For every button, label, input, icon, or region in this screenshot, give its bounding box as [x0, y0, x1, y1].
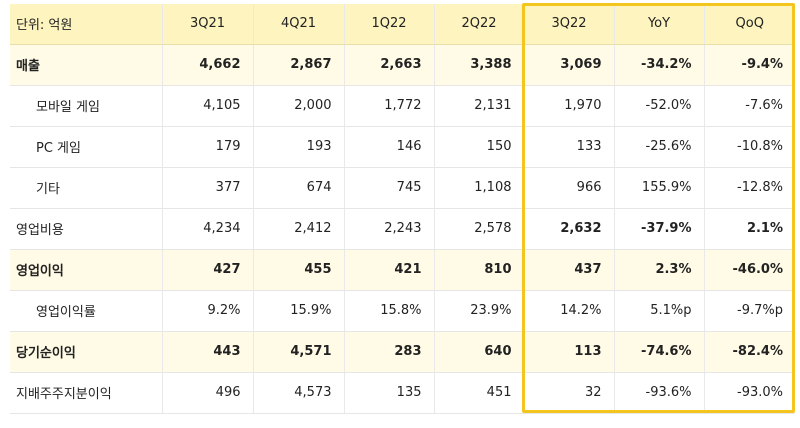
table-cell: 427 [162, 249, 254, 291]
table-cell: 4,662 [162, 44, 254, 86]
table-cell: 150 [434, 126, 525, 168]
table-cell: 5.1%p [614, 290, 705, 332]
table-cell: -9.4% [704, 44, 795, 86]
table-cell: -93.6% [614, 372, 705, 414]
table-row-net-income: 당기순이익 443 4,571 283 640 113 -74.6% -82.4… [10, 331, 795, 373]
table-cell: -34.2% [614, 44, 705, 86]
table-row-mobile-game: 모바일 게임 4,105 2,000 1,772 2,131 1,970 -52… [10, 85, 795, 127]
table-cell: 113 [524, 331, 615, 373]
table-cell: 1,772 [344, 85, 435, 127]
table-cell: 2.1% [704, 208, 795, 250]
table-cell: 437 [524, 249, 615, 291]
table-cell: 443 [162, 331, 254, 373]
row-label: 영업비용 [10, 208, 163, 250]
table-cell: 2,131 [434, 85, 525, 127]
table-cell: 421 [344, 249, 435, 291]
row-label: 영업이익 [10, 249, 163, 291]
table-cell: 2,578 [434, 208, 525, 250]
table-row-other: 기타 377 674 745 1,108 966 155.9% -12.8% [10, 167, 795, 209]
table-row-operating-margin: 영업이익률 9.2% 15.9% 15.8% 23.9% 14.2% 5.1%p… [10, 290, 795, 332]
table-cell: -25.6% [614, 126, 705, 168]
table-cell: 2,000 [253, 85, 345, 127]
table-cell: 4,573 [253, 372, 345, 414]
table-cell: 32 [524, 372, 615, 414]
table-header-row: 단위: 억원 3Q21 4Q21 1Q22 2Q22 3Q22 YoY QoQ [10, 4, 795, 45]
table-cell: 15.9% [253, 290, 345, 332]
table-cell: 193 [253, 126, 345, 168]
column-header-1q22: 1Q22 [344, 4, 435, 45]
table-cell: 1,108 [434, 167, 525, 209]
table-cell: 283 [344, 331, 435, 373]
table-cell: -93.0% [704, 372, 795, 414]
table-cell: 155.9% [614, 167, 705, 209]
column-header-4q21: 4Q21 [253, 4, 345, 45]
row-label: 기타 [10, 167, 163, 209]
table-cell: -46.0% [704, 249, 795, 291]
table-cell: -82.4% [704, 331, 795, 373]
table-cell: -10.8% [704, 126, 795, 168]
table-cell: 2,632 [524, 208, 615, 250]
table-cell: 3,069 [524, 44, 615, 86]
row-label: 영업이익률 [10, 290, 163, 332]
table-cell: -12.8% [704, 167, 795, 209]
table-cell: 2,412 [253, 208, 345, 250]
unit-label: 단위: 억원 [10, 4, 163, 45]
table-row-revenue: 매출 4,662 2,867 2,663 3,388 3,069 -34.2% … [10, 44, 795, 86]
table-cell: 1,970 [524, 85, 615, 127]
row-label: 매출 [10, 44, 163, 86]
table-cell: 23.9% [434, 290, 525, 332]
table-cell: 14.2% [524, 290, 615, 332]
table-cell: -74.6% [614, 331, 705, 373]
table-cell: -7.6% [704, 85, 795, 127]
column-header-yoy: YoY [614, 4, 705, 45]
table-cell: 2.3% [614, 249, 705, 291]
table-cell: 2,663 [344, 44, 435, 86]
table-cell: 2,867 [253, 44, 345, 86]
financial-summary-table: 단위: 억원 3Q21 4Q21 1Q22 2Q22 3Q22 YoY QoQ … [10, 4, 795, 414]
table-cell: 810 [434, 249, 525, 291]
table-cell: 674 [253, 167, 345, 209]
table-cell: 745 [344, 167, 435, 209]
table-row-pc-game: PC 게임 179 193 146 150 133 -25.6% -10.8% [10, 126, 795, 168]
row-label: 당기순이익 [10, 331, 163, 373]
table-cell: 15.8% [344, 290, 435, 332]
table-cell: 135 [344, 372, 435, 414]
table-row-operating-profit: 영업이익 427 455 421 810 437 2.3% -46.0% [10, 249, 795, 291]
column-header-3q22: 3Q22 [524, 4, 615, 45]
table-cell: -9.7%p [704, 290, 795, 332]
table-cell: 4,571 [253, 331, 345, 373]
table-cell: 146 [344, 126, 435, 168]
table-row-controlling-interest: 지배주주지분이익 496 4,573 135 451 32 -93.6% -93… [10, 372, 795, 414]
table-cell: -37.9% [614, 208, 705, 250]
table-cell: 133 [524, 126, 615, 168]
row-label: 지배주주지분이익 [10, 372, 163, 414]
row-label: 모바일 게임 [10, 85, 163, 127]
column-header-qoq: QoQ [704, 4, 795, 45]
table-row-operating-expenses: 영업비용 4,234 2,412 2,243 2,578 2,632 -37.9… [10, 208, 795, 250]
table-cell: 2,243 [344, 208, 435, 250]
table-cell: 966 [524, 167, 615, 209]
table-cell: 451 [434, 372, 525, 414]
table-cell: 179 [162, 126, 254, 168]
table-cell: 640 [434, 331, 525, 373]
table-cell: 3,388 [434, 44, 525, 86]
column-header-2q22: 2Q22 [434, 4, 525, 45]
table-cell: 377 [162, 167, 254, 209]
table-cell: 9.2% [162, 290, 254, 332]
table-cell: 455 [253, 249, 345, 291]
table-cell: -52.0% [614, 85, 705, 127]
table-cell: 4,234 [162, 208, 254, 250]
table-cell: 4,105 [162, 85, 254, 127]
row-label: PC 게임 [10, 126, 163, 168]
column-header-3q21: 3Q21 [162, 4, 254, 45]
table-cell: 496 [162, 372, 254, 414]
